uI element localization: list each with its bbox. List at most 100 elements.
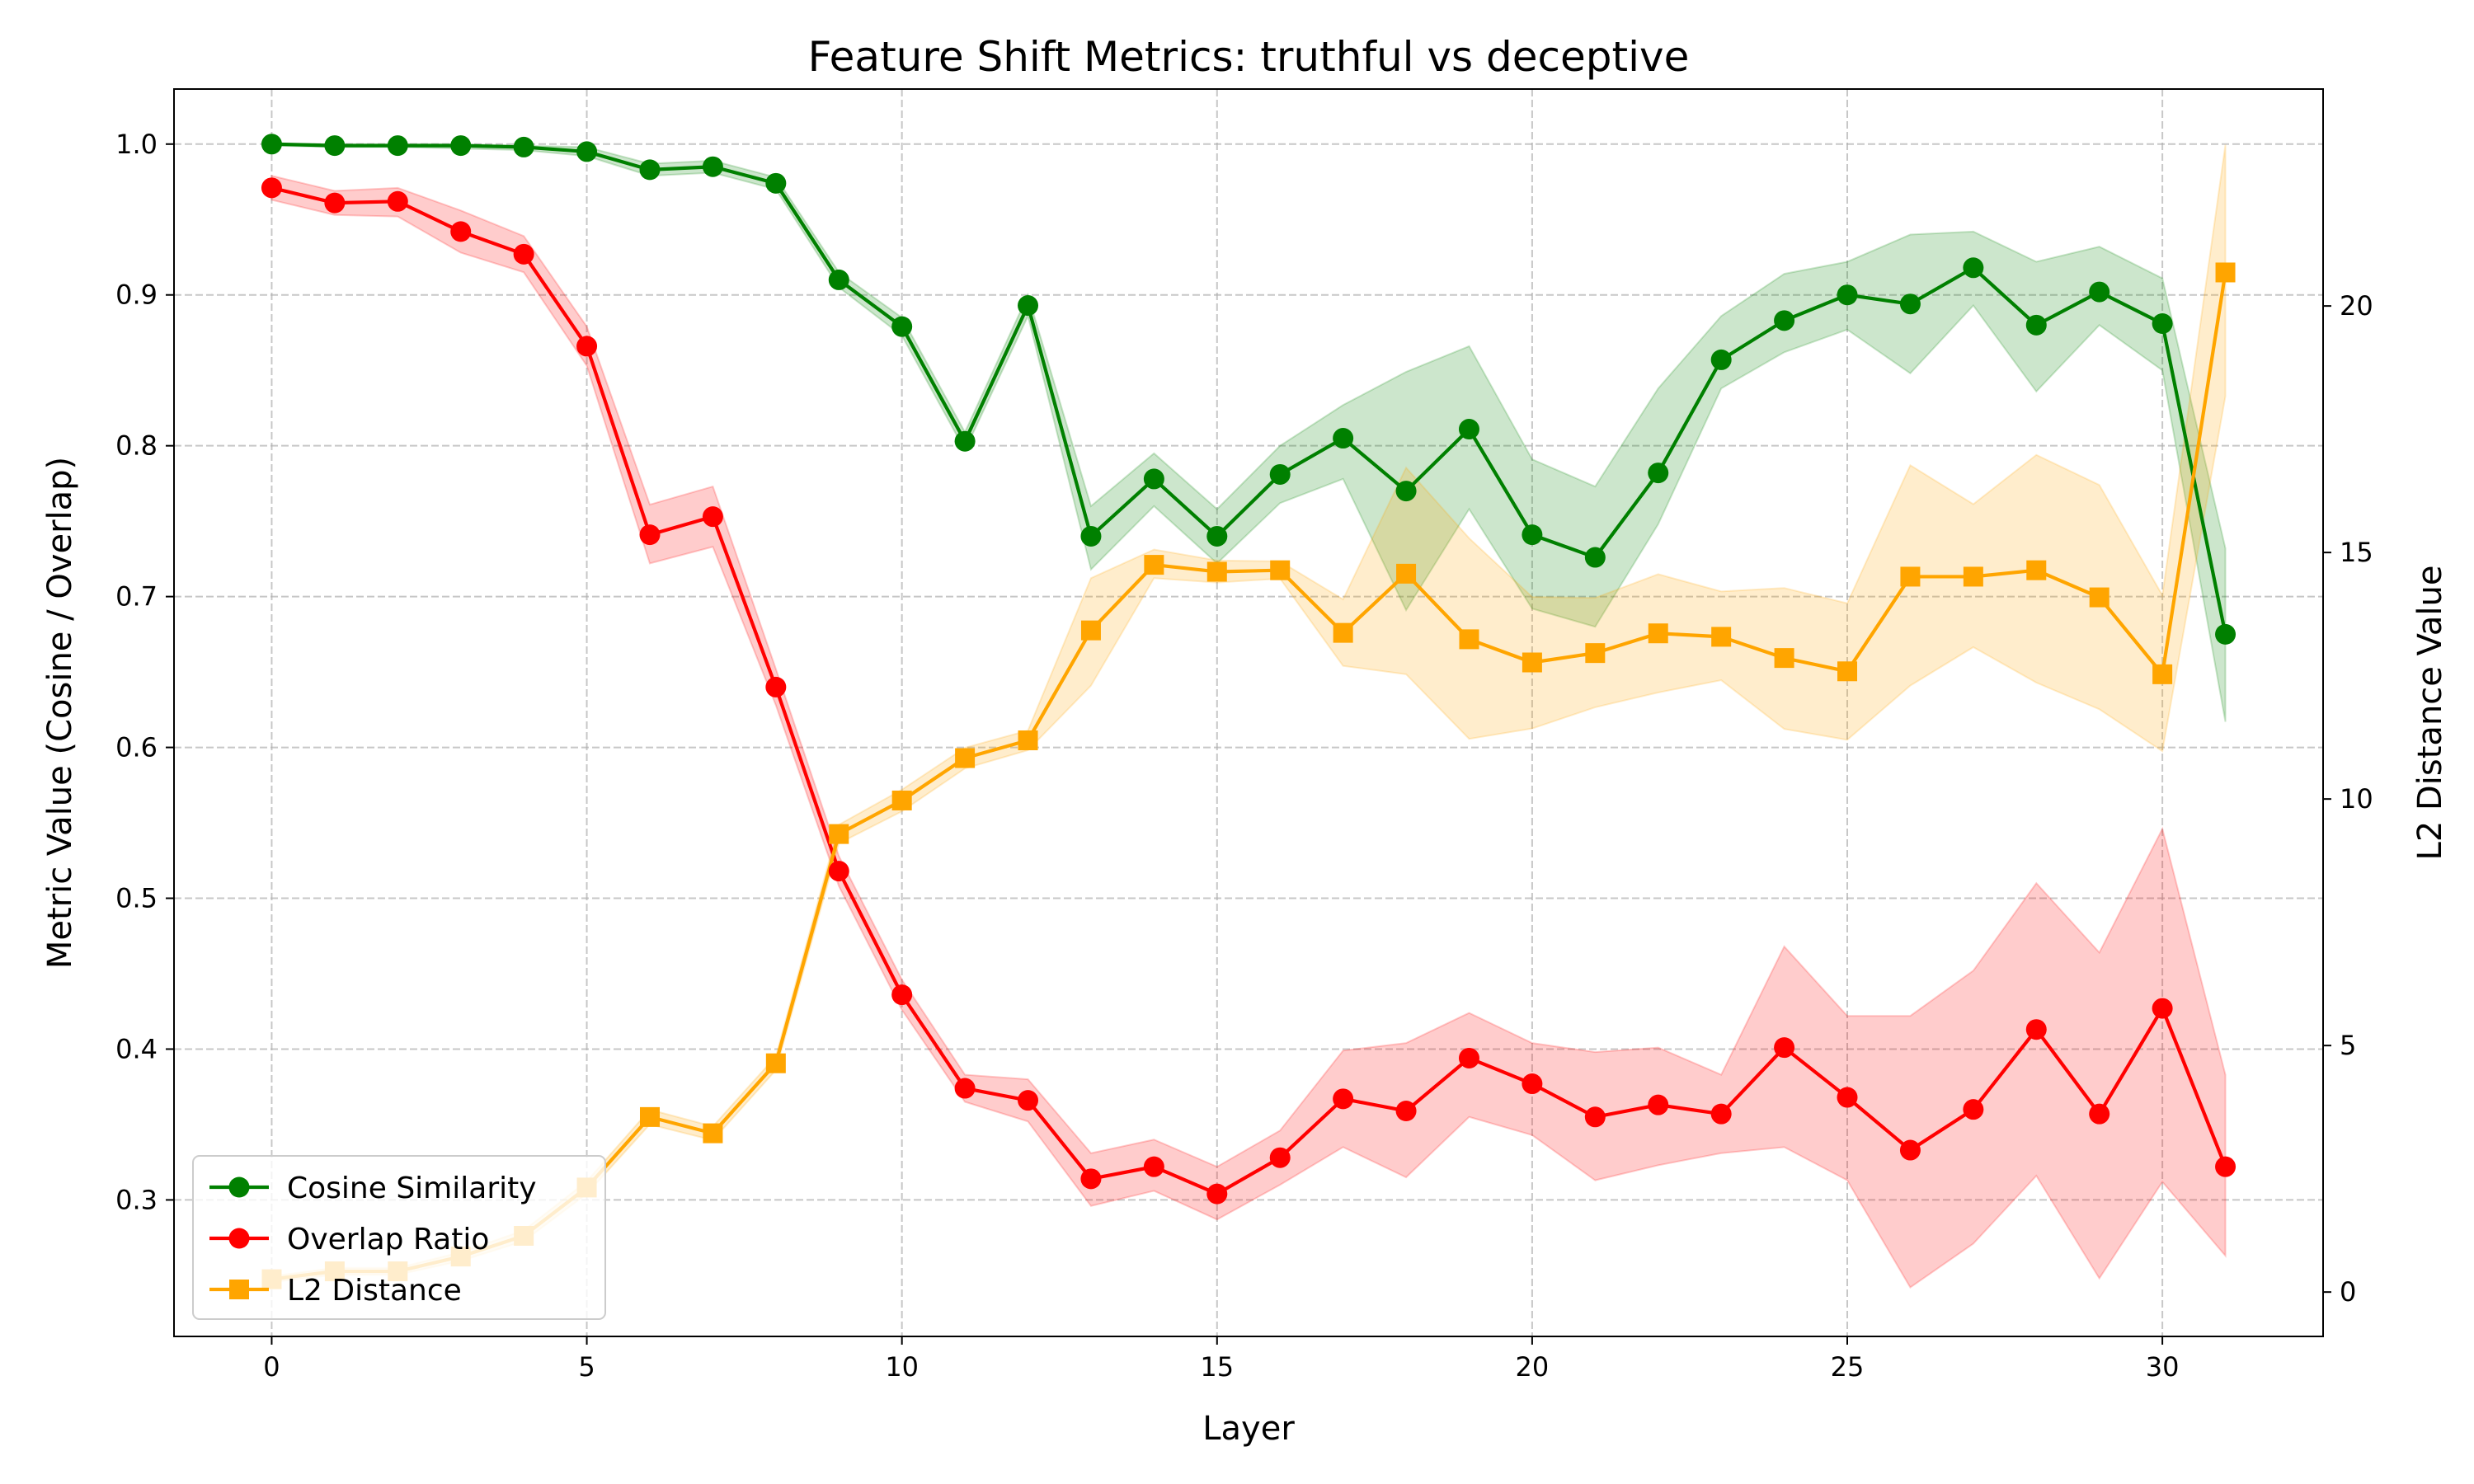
- l2-distance-point: [1774, 648, 1794, 669]
- cosine-similarity-point: [1143, 468, 1164, 490]
- l2-distance-point: [955, 748, 976, 768]
- cosine-similarity-point: [1837, 284, 1858, 306]
- overlap-ratio-point: [828, 861, 849, 882]
- cosine-similarity-point: [2215, 623, 2236, 645]
- overlap-ratio-point: [2025, 1019, 2047, 1040]
- y-tick-label: 0.3: [115, 1184, 158, 1215]
- x-tick-label: 25: [1831, 1351, 1865, 1383]
- l2-distance-point: [1459, 629, 1479, 650]
- l2-distance-legend-marker: [229, 1280, 249, 1299]
- y-tick-label: 0.7: [115, 581, 158, 613]
- l2-distance-point: [639, 1106, 660, 1127]
- overlap-ratio-point: [954, 1078, 976, 1099]
- y2-tick-label: 5: [2340, 1030, 2356, 1061]
- l2-distance-point: [1333, 622, 1353, 643]
- cosine-similarity-point: [1710, 349, 1732, 370]
- cosine-similarity-point: [1080, 525, 1102, 547]
- overlap-ratio-point: [450, 221, 472, 242]
- cosine-similarity-legend-label: Cosine Similarity: [287, 1172, 537, 1205]
- cosine-similarity-point: [702, 156, 723, 177]
- overlap-ratio-point: [639, 524, 661, 546]
- legend: Cosine Similarity Overlap Ratio L2 Distanc…: [192, 1155, 606, 1320]
- confidence-bands: [270, 143, 2227, 1289]
- cosine-similarity-point: [954, 430, 976, 452]
- x-tick-label: 15: [1200, 1351, 1234, 1383]
- y2-axis-title: L2 Distance Value: [2411, 566, 2449, 861]
- cosine-similarity-line: [271, 142, 2227, 635]
- cosine-similarity-point: [1395, 481, 1417, 502]
- cosine-similarity-point: [2025, 314, 2047, 336]
- overlap-ratio-point: [1837, 1087, 1858, 1108]
- l2-distance-point: [1396, 563, 1417, 584]
- cosine-similarity-point: [1899, 294, 1921, 315]
- y-tick-label: 0.8: [115, 430, 158, 462]
- overlap-ratio-point: [1774, 1037, 1795, 1059]
- overlap-ratio-point: [576, 336, 598, 357]
- chart-title: Feature Shift Metrics: truthful vs decep…: [808, 33, 1690, 81]
- cosine-similarity-point: [513, 136, 534, 157]
- l2-distance-point: [1837, 661, 1858, 682]
- y-axis-title: Metric Value (Cosine / Overlap): [41, 457, 79, 969]
- x-tick-label: 20: [1516, 1351, 1550, 1383]
- l2-distance-point: [1206, 561, 1227, 582]
- overlap-ratio-point: [891, 984, 913, 1006]
- l2-distance-point: [1648, 623, 1668, 644]
- overlap-ratio-legend-label: Overlap Ratio: [287, 1223, 489, 1256]
- l2-distance-band: [270, 144, 2227, 1284]
- overlap-ratio-point: [2089, 1103, 2110, 1125]
- overlap-ratio-point: [1522, 1073, 1543, 1095]
- y-tick-label: 1.0: [115, 129, 158, 160]
- cosine-similarity-point: [2152, 312, 2173, 334]
- l2-distance-point: [829, 824, 849, 844]
- overlap-ratio-point: [1648, 1094, 1669, 1115]
- cosine-similarity-point: [450, 135, 472, 157]
- overlap-ratio-point: [702, 506, 723, 528]
- x-tick-label: 0: [263, 1351, 280, 1383]
- grid: [174, 89, 2323, 1336]
- overlap-ratio-point: [1899, 1139, 1921, 1161]
- overlap-ratio-point: [1584, 1106, 1606, 1128]
- overlap-ratio-band: [270, 174, 2227, 1289]
- overlap-ratio-point: [1143, 1156, 1164, 1177]
- x-tick-label: 5: [578, 1351, 595, 1383]
- cosine-similarity-point: [261, 134, 282, 155]
- cosine-similarity-point: [1458, 419, 1479, 440]
- cosine-similarity-point: [1269, 463, 1291, 485]
- cosine-similarity-point: [1333, 428, 1354, 449]
- l2-distance-point: [1018, 730, 1038, 750]
- overlap-ratio-point: [2152, 998, 2173, 1019]
- l2-distance-point: [1900, 566, 1921, 587]
- l2-distance-point: [1522, 652, 1542, 673]
- y-tick-label: 0.6: [115, 732, 158, 763]
- overlap-ratio-point: [513, 243, 534, 265]
- l2-distance-point: [2152, 664, 2173, 684]
- legend-box: [192, 1155, 606, 1320]
- x-tick-label: 10: [885, 1351, 919, 1383]
- x-tick-label: 30: [2146, 1351, 2180, 1383]
- l2-distance-point: [703, 1123, 723, 1144]
- overlap-ratio-point: [261, 177, 282, 199]
- overlap-ratio-point: [1206, 1183, 1228, 1205]
- cosine-similarity-point: [891, 316, 913, 337]
- overlap-ratio-point: [1080, 1168, 1102, 1190]
- y-tick-label: 0.5: [115, 883, 158, 914]
- l2-distance-point: [891, 790, 912, 810]
- y2-tick-label: 0: [2340, 1276, 2356, 1308]
- cosine-similarity-point: [1648, 463, 1669, 484]
- cosine-similarity-legend-marker: [228, 1176, 250, 1198]
- l2-distance-legend-label: L2 Distance: [287, 1274, 462, 1308]
- l2-distance-point: [1585, 643, 1606, 664]
- l2-distance-point: [2215, 262, 2236, 283]
- cosine-similarity-point: [1774, 310, 1795, 331]
- y-tick-label: 0.4: [115, 1033, 158, 1064]
- overlap-ratio-point: [1018, 1090, 1039, 1111]
- overlap-ratio-point: [2215, 1156, 2236, 1177]
- axes: 0 5 10 15 20 25 30 0.3 0.4 0.5 0.6 0.7 0.8 0.9 1.0 0 5 10…: [115, 129, 2373, 1383]
- y2-tick-label: 10: [2340, 783, 2373, 815]
- overlap-ratio-point: [1333, 1088, 1354, 1110]
- l2-distance-point: [2026, 560, 2047, 580]
- l2-distance-point: [1963, 566, 1983, 587]
- y2-tick-label: 20: [2340, 290, 2373, 322]
- overlap-ratio-point: [1269, 1147, 1291, 1168]
- cosine-similarity-point: [324, 135, 346, 157]
